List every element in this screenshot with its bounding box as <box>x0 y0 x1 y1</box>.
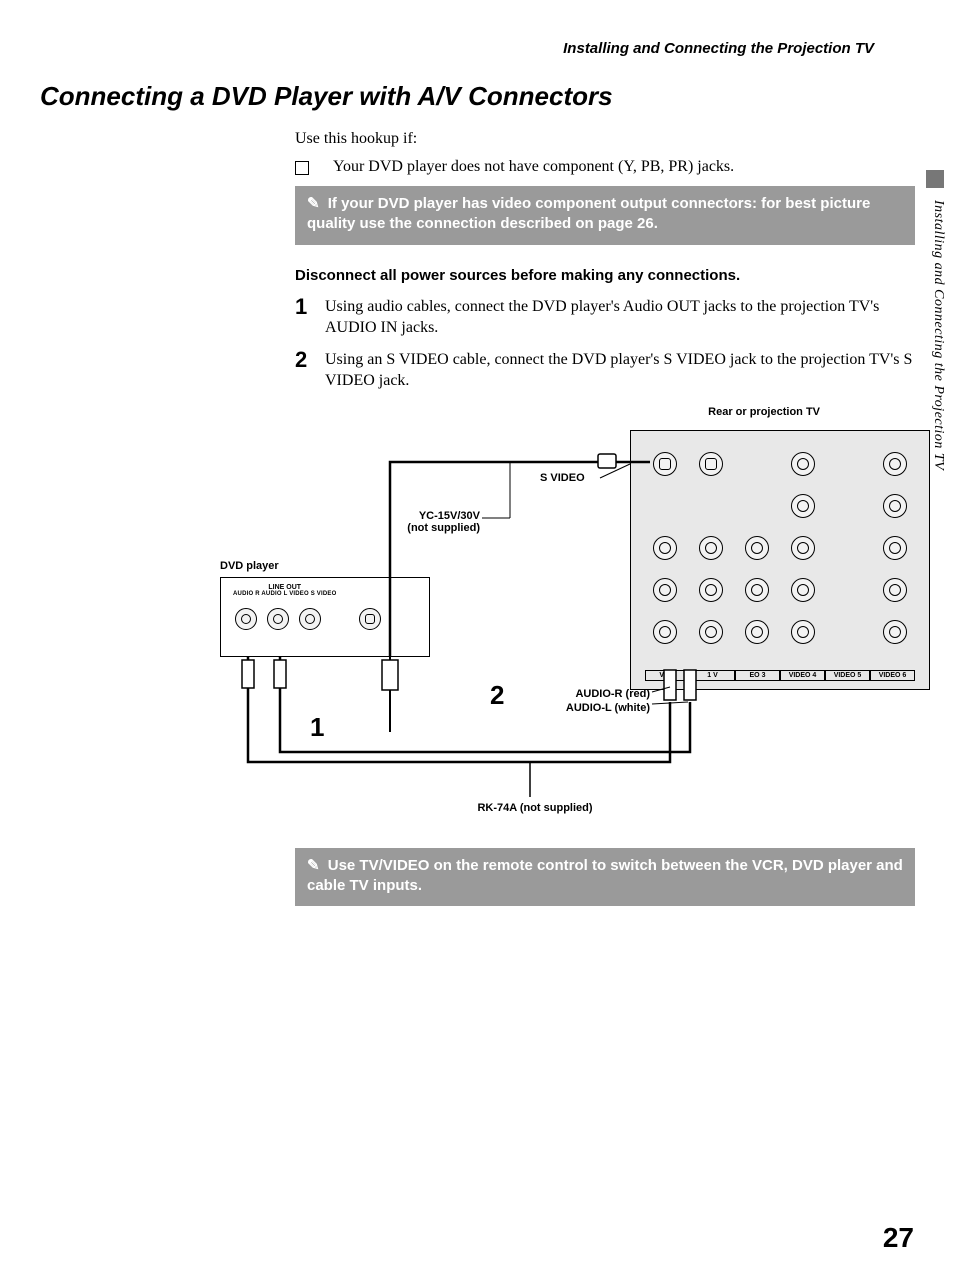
step-1-text: Using audio cables, connect the DVD play… <box>325 296 915 339</box>
diagram-num-2: 2 <box>490 680 504 711</box>
tv-in-5: VIDEO 5 <box>825 671 870 681</box>
tv-rear-label: Rear or projection TV <box>708 406 820 418</box>
jack-audio-r <box>653 620 677 644</box>
jack-video <box>699 536 723 560</box>
running-header: Installing and Connecting the Projection… <box>40 40 874 57</box>
audio-r-label: AUDIO-R (red) <box>575 688 650 700</box>
yc-not-supplied: (not supplied) <box>407 522 480 534</box>
dvd-lineout-label: LINE OUT AUDIO R AUDIO L VIDEO S VIDEO <box>233 584 336 597</box>
pen-icon: ✎ <box>307 856 320 876</box>
bullet-text: Your DVD player does not have component … <box>333 158 734 176</box>
jack-pb <box>883 494 907 518</box>
intro-text: Use this hookup if: <box>295 130 915 148</box>
jack-audio-l <box>883 578 907 602</box>
step-1-number: 1 <box>295 296 325 318</box>
jack-video <box>745 536 769 560</box>
jack-audio-r <box>699 620 723 644</box>
tv-input-labels: VIDE 1 V EO 3 VIDEO 4 VIDEO 5 VIDEO 6 <box>645 670 915 681</box>
page-title: Connecting a DVD Player with A/V Connect… <box>40 81 914 112</box>
callout2-text: Use TV/VIDEO on the remote control to sw… <box>307 857 903 894</box>
page-number: 27 <box>883 1222 914 1254</box>
warning-text: Disconnect all power sources before maki… <box>295 267 915 284</box>
step-1: 1 Using audio cables, connect the DVD pl… <box>295 296 915 339</box>
audio-l-label: AUDIO-L (white) <box>566 702 650 714</box>
dvd-lineout-text: LINE OUT <box>233 584 336 591</box>
dvd-audio-l-jack <box>267 608 289 630</box>
dvd-video-jack <box>299 608 321 630</box>
pen-icon: ✎ <box>307 194 320 214</box>
yc-cable-name: YC-15V/30V <box>419 510 480 522</box>
step-2: 2 Using an S VIDEO cable, connect the DV… <box>295 349 915 392</box>
dvd-audio-r-jack <box>235 608 257 630</box>
tv-jack-grid <box>645 445 915 651</box>
dvd-svideo-jack <box>359 608 381 630</box>
side-chapter-label: Installing and Connecting the Projection… <box>930 200 946 470</box>
jack-audio-l <box>653 578 677 602</box>
jack-svideo <box>653 452 677 476</box>
callout1-text: If your DVD player has video component o… <box>307 195 870 232</box>
bullet-row: Your DVD player does not have component … <box>295 158 915 176</box>
tv-in-3: EO 3 <box>735 671 780 681</box>
checkbox-icon <box>295 161 309 175</box>
side-tab-marker <box>926 170 944 188</box>
svideo-callout: S VIDEO <box>540 472 585 484</box>
step-2-number: 2 <box>295 349 325 371</box>
dvd-jacks <box>235 608 381 630</box>
tv-in-6: VIDEO 6 <box>870 671 915 681</box>
rk-cable-label: RK-74A (not supplied) <box>435 802 635 814</box>
jack-video <box>653 536 677 560</box>
jack-pb <box>791 494 815 518</box>
jack-y <box>883 452 907 476</box>
jack-pr <box>791 536 815 560</box>
dvd-jack-labels: AUDIO R AUDIO L VIDEO S VIDEO <box>233 591 336 597</box>
jack-audio-l <box>791 578 815 602</box>
yc-cable-label: YC-15V/30V (not supplied) <box>370 510 480 534</box>
tv-in-1: VIDE <box>645 671 690 681</box>
audio-cable-labels: AUDIO-R (red) AUDIO-L (white) <box>520 687 650 716</box>
step-2-text: Using an S VIDEO cable, connect the DVD … <box>325 349 915 392</box>
jack-audio-l <box>699 578 723 602</box>
jack-svideo <box>699 452 723 476</box>
tv-in-2: 1 V <box>690 671 735 681</box>
jack-audio-l <box>745 578 769 602</box>
dvd-label: DVD player <box>220 560 279 572</box>
jack-pr <box>883 536 907 560</box>
connection-diagram: Rear or projection TV <box>210 402 930 832</box>
callout-component-tip: ✎ If your DVD player has video component… <box>295 186 915 245</box>
diagram-num-1: 1 <box>310 712 324 743</box>
tv-in-4: VIDEO 4 <box>780 671 825 681</box>
jack-y <box>791 452 815 476</box>
jack-audio-r <box>791 620 815 644</box>
jack-audio-r <box>883 620 907 644</box>
dvd-back-panel: LINE OUT AUDIO R AUDIO L VIDEO S VIDEO <box>220 577 430 657</box>
tv-back-panel: VIDE 1 V EO 3 VIDEO 4 VIDEO 5 VIDEO 6 <box>630 430 930 690</box>
jack-audio-r <box>745 620 769 644</box>
callout-tvvideo-tip: ✎ Use TV/VIDEO on the remote control to … <box>295 848 915 907</box>
